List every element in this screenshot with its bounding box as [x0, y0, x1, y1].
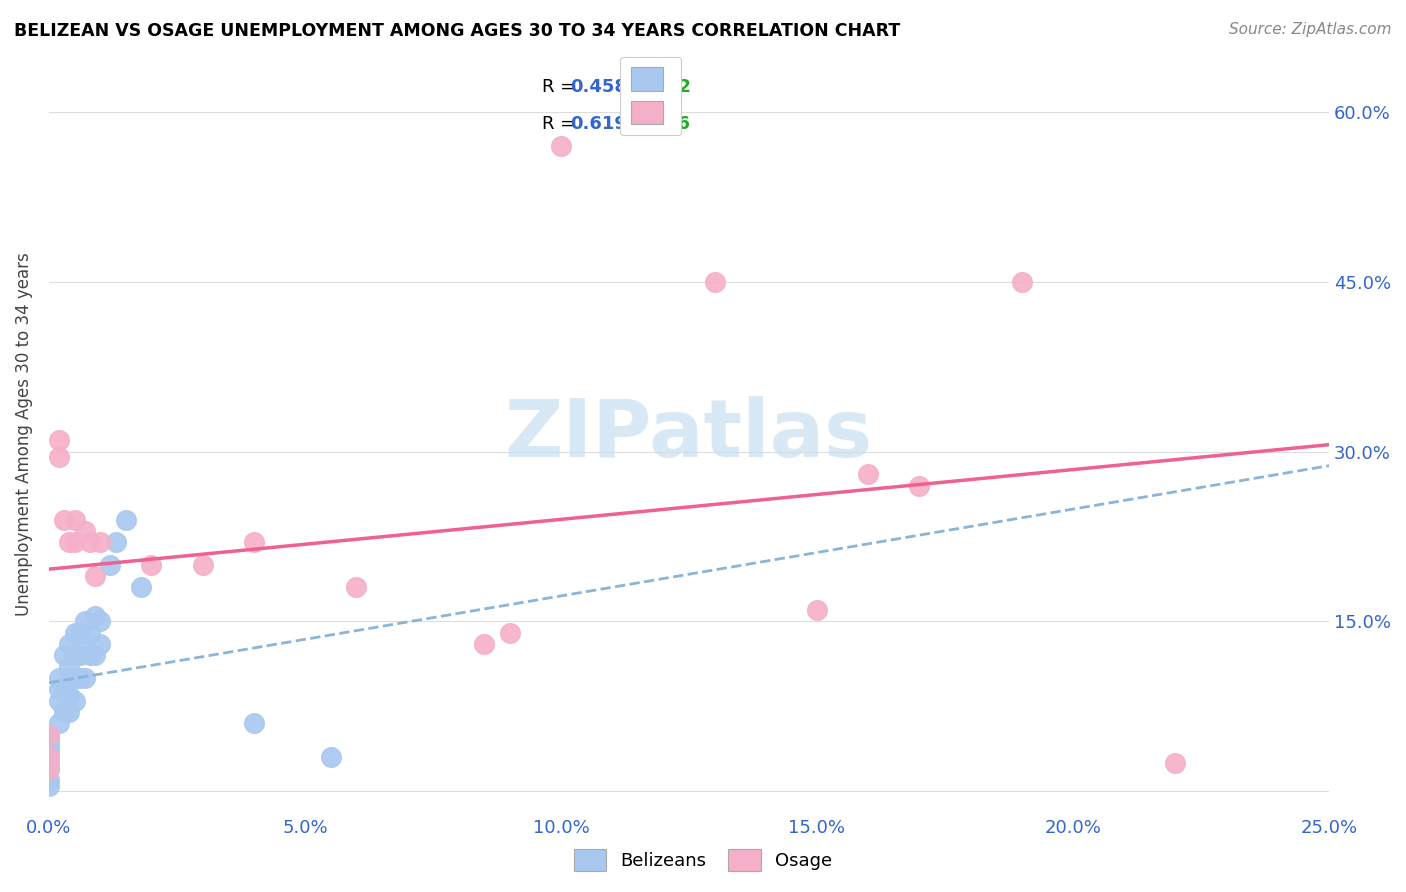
Point	[79, 535, 101, 549]
Legend: Belizeans, Osage: Belizeans, Osage	[567, 842, 839, 879]
Point	[63, 625, 86, 640]
Point	[38, 733, 60, 747]
Point	[242, 535, 264, 549]
Point	[58, 705, 80, 719]
Point	[58, 671, 80, 685]
Point	[63, 512, 86, 526]
Y-axis label: Unemployment Among Ages 30 to 34 years: Unemployment Among Ages 30 to 34 years	[15, 252, 32, 616]
Point	[856, 467, 879, 482]
Point	[73, 524, 96, 538]
Point	[53, 682, 76, 697]
Point	[63, 671, 86, 685]
Point	[129, 581, 152, 595]
Point	[79, 648, 101, 663]
Point	[73, 637, 96, 651]
Point	[58, 659, 80, 673]
Text: 0.619: 0.619	[569, 115, 627, 133]
Point	[63, 648, 86, 663]
Point	[84, 648, 107, 663]
Point	[344, 581, 367, 595]
Point	[84, 608, 107, 623]
Text: BELIZEAN VS OSAGE UNEMPLOYMENT AMONG AGES 30 TO 34 YEARS CORRELATION CHART: BELIZEAN VS OSAGE UNEMPLOYMENT AMONG AGE…	[14, 22, 900, 40]
Point	[38, 739, 60, 753]
Point	[141, 558, 163, 572]
Point	[191, 558, 214, 572]
Point	[38, 772, 60, 787]
Point	[499, 625, 522, 640]
Point	[48, 682, 70, 697]
Point	[84, 569, 107, 583]
Point	[1011, 275, 1033, 289]
Text: R =: R =	[541, 78, 581, 95]
Text: N =: N =	[631, 115, 683, 133]
Point	[806, 603, 828, 617]
Point	[38, 745, 60, 759]
Point	[114, 512, 136, 526]
Point	[69, 625, 91, 640]
Point	[58, 637, 80, 651]
Point	[69, 671, 91, 685]
Point	[38, 756, 60, 770]
Point	[48, 716, 70, 731]
Point	[242, 716, 264, 731]
Point	[100, 558, 122, 572]
Point	[89, 637, 111, 651]
Point	[73, 615, 96, 629]
Point	[703, 275, 725, 289]
Point	[89, 535, 111, 549]
Text: N =: N =	[631, 78, 683, 95]
Text: 0.458: 0.458	[569, 78, 627, 95]
Point	[79, 625, 101, 640]
Point	[319, 750, 342, 764]
Text: ZIPatlas: ZIPatlas	[505, 395, 873, 474]
Point	[58, 688, 80, 702]
Text: R =: R =	[541, 115, 581, 133]
Point	[48, 694, 70, 708]
Point	[63, 535, 86, 549]
Point	[908, 478, 931, 492]
Point	[48, 671, 70, 685]
Point	[38, 762, 60, 776]
Point	[1164, 756, 1187, 770]
Point	[53, 705, 76, 719]
Point	[53, 512, 76, 526]
Point	[104, 535, 127, 549]
Point	[69, 648, 91, 663]
Text: 26: 26	[666, 115, 690, 133]
Point	[38, 750, 60, 764]
Point	[38, 779, 60, 793]
Point	[472, 637, 495, 651]
Point	[73, 671, 96, 685]
Text: 42: 42	[666, 78, 690, 95]
Point	[58, 535, 80, 549]
Point	[48, 434, 70, 448]
Point	[38, 728, 60, 742]
Point	[89, 615, 111, 629]
Point	[53, 648, 76, 663]
Point	[38, 762, 60, 776]
Point	[48, 450, 70, 465]
Point	[38, 728, 60, 742]
Point	[63, 694, 86, 708]
Point	[550, 138, 572, 153]
Text: Source: ZipAtlas.com: Source: ZipAtlas.com	[1229, 22, 1392, 37]
Legend: , : ,	[620, 56, 682, 135]
